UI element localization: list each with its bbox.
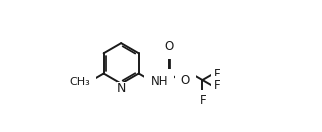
Text: O: O [165,40,174,53]
Text: NH: NH [150,75,168,88]
Text: F: F [214,68,221,81]
Text: CH₃: CH₃ [70,77,90,87]
Text: O: O [180,74,190,87]
Text: N: N [117,82,127,95]
Text: F: F [200,94,206,107]
Text: F: F [214,79,221,92]
